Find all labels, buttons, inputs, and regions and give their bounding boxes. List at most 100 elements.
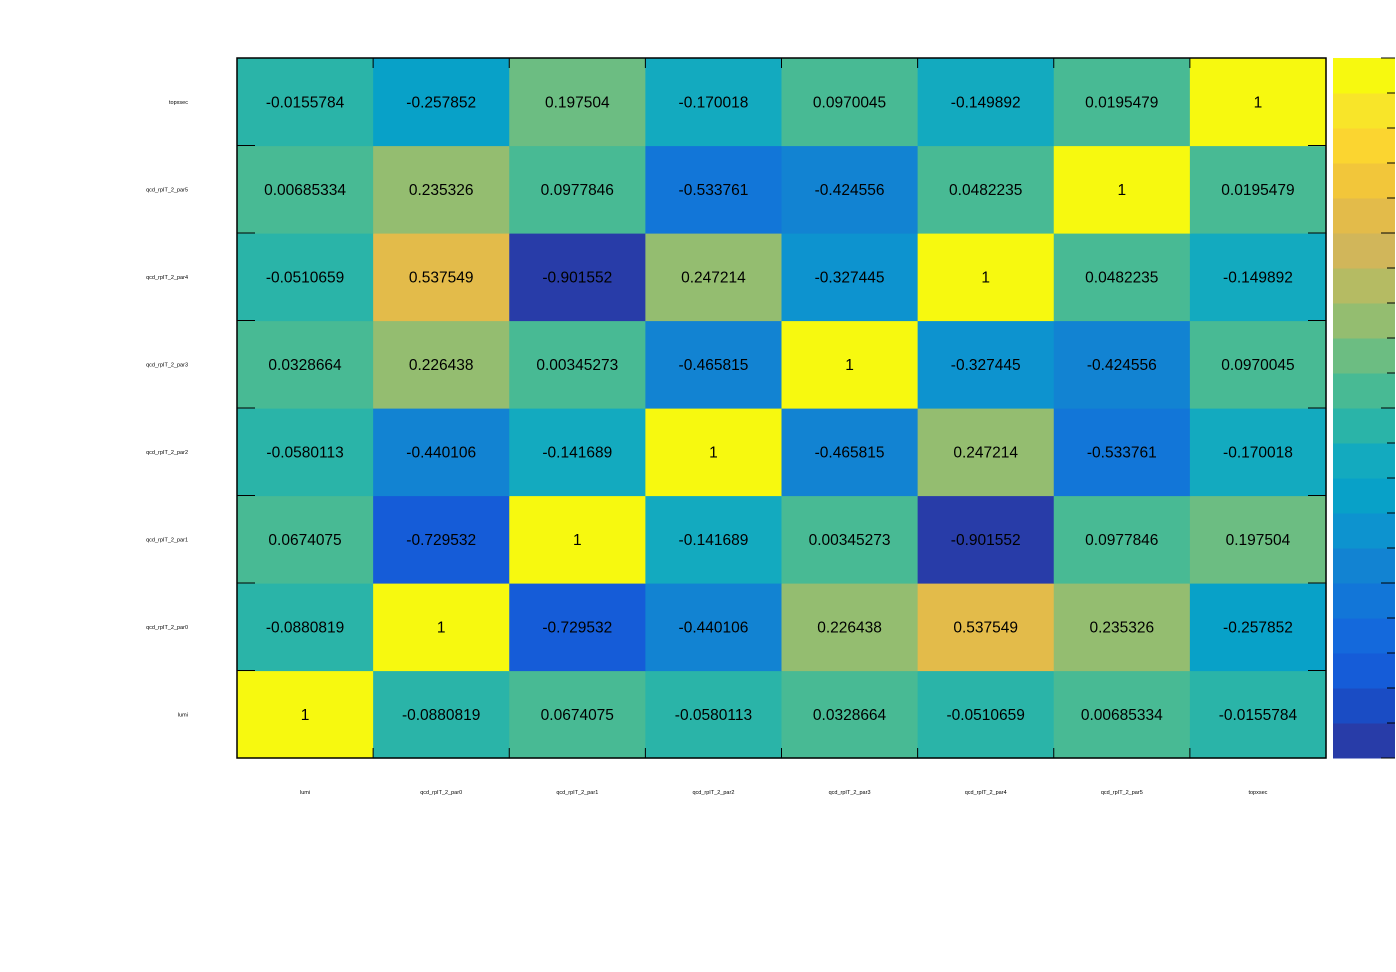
cell-value-label: 0.00685334 xyxy=(1081,707,1163,724)
y-tick-label: qcd_rpIT_2_par3 xyxy=(146,362,188,368)
x-tick-label: lumi xyxy=(300,790,310,796)
cell-value-label: -0.465815 xyxy=(815,444,885,461)
cell-value-label: -0.0880819 xyxy=(266,619,344,636)
cell-value-label: -0.901552 xyxy=(542,269,612,286)
cell-value-label: -0.149892 xyxy=(1223,269,1293,286)
color-scale-swatch xyxy=(1333,163,1395,199)
cell-value-label: -0.257852 xyxy=(406,94,476,111)
cell-value-label: 0.226438 xyxy=(409,357,474,374)
x-tick-label: qcd_rpIT_2_par3 xyxy=(829,790,871,796)
cell-value-label: 0.0195479 xyxy=(1085,94,1158,111)
cell-value-label: 0.197504 xyxy=(1226,532,1291,549)
cell-value-label: 0.235326 xyxy=(409,182,474,199)
cell-value-label: 0.537549 xyxy=(409,269,474,286)
cell-value-label: -0.170018 xyxy=(679,94,749,111)
cell-value-label: 1 xyxy=(845,357,854,374)
cell-value-label: -0.440106 xyxy=(406,444,476,461)
cell-value-label: -0.901552 xyxy=(951,532,1021,549)
cell-value-label: 0.537549 xyxy=(953,619,1018,636)
color-scale-swatch xyxy=(1333,338,1395,374)
cell-value-label: 1 xyxy=(301,707,310,724)
color-scale-swatch xyxy=(1333,548,1395,584)
cell-value-label: 0.247214 xyxy=(681,269,746,286)
x-tick-label: qcd_rpIT_2_par4 xyxy=(965,790,1007,796)
color-scale-swatch xyxy=(1333,723,1395,759)
cell-value-label: 0.0195479 xyxy=(1221,182,1294,199)
cell-value-label: -0.257852 xyxy=(1223,619,1293,636)
color-scale-swatch xyxy=(1333,688,1395,724)
cell-value-label: -0.533761 xyxy=(1087,444,1157,461)
color-scale-swatch xyxy=(1333,303,1395,339)
cell-value-label: -0.327445 xyxy=(951,357,1021,374)
cell-value-label: 1 xyxy=(709,444,718,461)
cell-value-label: -0.729532 xyxy=(542,619,612,636)
color-scale-swatch xyxy=(1333,93,1395,129)
y-tick-label: qcd_rpIT_2_par4 xyxy=(146,275,188,281)
cell-value-label: 0.0328664 xyxy=(813,707,887,724)
color-scale-swatch xyxy=(1333,443,1395,479)
cell-value-label: -0.170018 xyxy=(1223,444,1293,461)
cell-value-label: 1 xyxy=(981,269,990,286)
color-scale-swatch xyxy=(1333,233,1395,269)
color-scale-swatch xyxy=(1333,653,1395,689)
color-scale-swatch xyxy=(1333,373,1395,409)
y-tick-label: qcd_rpIT_2_par5 xyxy=(146,187,188,193)
cell-value-label: -0.0510659 xyxy=(946,707,1024,724)
cell-value-label: -0.424556 xyxy=(815,182,885,199)
cell-value-label: 0.226438 xyxy=(817,619,882,636)
cell-value-label: 0.0328664 xyxy=(268,357,342,374)
x-tick-label: qcd_rpIT_2_par1 xyxy=(556,790,598,796)
cell-value-label: -0.141689 xyxy=(679,532,749,549)
color-scale-swatch xyxy=(1333,408,1395,444)
color-scale-swatch xyxy=(1333,58,1395,94)
cell-value-label: 0.247214 xyxy=(953,444,1018,461)
y-tick-label: lumi xyxy=(178,712,188,718)
cell-value-label: 1 xyxy=(1254,94,1263,111)
cell-value-label: -0.0880819 xyxy=(402,707,480,724)
cell-value-label: -0.0510659 xyxy=(266,269,344,286)
cell-value-label: -0.465815 xyxy=(679,357,749,374)
cell-value-label: 0.197504 xyxy=(545,94,610,111)
cell-value-label: 1 xyxy=(437,619,446,636)
color-scale-swatch xyxy=(1333,618,1395,654)
cell-value-label: -0.440106 xyxy=(679,619,749,636)
cell-value-label: 0.235326 xyxy=(1089,619,1154,636)
cell-value-label: 0.0970045 xyxy=(1221,357,1294,374)
color-scale-swatch xyxy=(1333,268,1395,304)
cell-value-label: -0.0580113 xyxy=(266,444,343,461)
x-tick-label: topxsec xyxy=(1248,790,1267,796)
x-tick-label: qcd_rpIT_2_par5 xyxy=(1101,790,1143,796)
color-scale-swatch xyxy=(1333,128,1395,164)
cell-value-label: 0.0674075 xyxy=(268,532,341,549)
cell-value-label: -0.149892 xyxy=(951,94,1021,111)
cell-value-label: -0.327445 xyxy=(815,269,885,286)
cell-value-label: 0.0977846 xyxy=(1085,532,1158,549)
cell-value-label: 0.0482235 xyxy=(1085,269,1158,286)
cell-value-label: 0.00345273 xyxy=(809,532,891,549)
cell-value-label: -0.729532 xyxy=(406,532,476,549)
cell-value-label: -0.0155784 xyxy=(266,94,345,111)
color-scale-swatch xyxy=(1333,513,1395,549)
cell-value-label: -0.141689 xyxy=(542,444,612,461)
color-scale-swatch xyxy=(1333,583,1395,619)
x-tick-label: qcd_rpIT_2_par2 xyxy=(692,790,734,796)
y-tick-label: qcd_rpIT_2_par0 xyxy=(146,625,188,631)
cell-value-label: -0.533761 xyxy=(679,182,749,199)
color-scale-swatch xyxy=(1333,198,1395,234)
cell-value-label: 0.0482235 xyxy=(949,182,1022,199)
y-tick-label: qcd_rpIT_2_par2 xyxy=(146,450,188,456)
cell-value-label: 1 xyxy=(573,532,582,549)
cell-value-label: 0.0977846 xyxy=(541,182,614,199)
cell-value-label: 0.0970045 xyxy=(813,94,886,111)
cell-value-label: 0.00685334 xyxy=(264,182,346,199)
cell-value-label: 1 xyxy=(1117,182,1126,199)
y-tick-label: qcd_rpIT_2_par1 xyxy=(146,537,188,543)
cell-value-label: 0.00345273 xyxy=(536,357,618,374)
heatmap-cells xyxy=(237,58,1327,759)
cell-value-label: 0.0674075 xyxy=(541,707,614,724)
cell-value-label: -0.424556 xyxy=(1087,357,1157,374)
cell-value-label: -0.0580113 xyxy=(675,707,752,724)
x-tick-label: qcd_rpIT_2_par0 xyxy=(420,790,462,796)
color-scale-swatch xyxy=(1333,478,1395,514)
cell-value-label: -0.0155784 xyxy=(1219,707,1298,724)
